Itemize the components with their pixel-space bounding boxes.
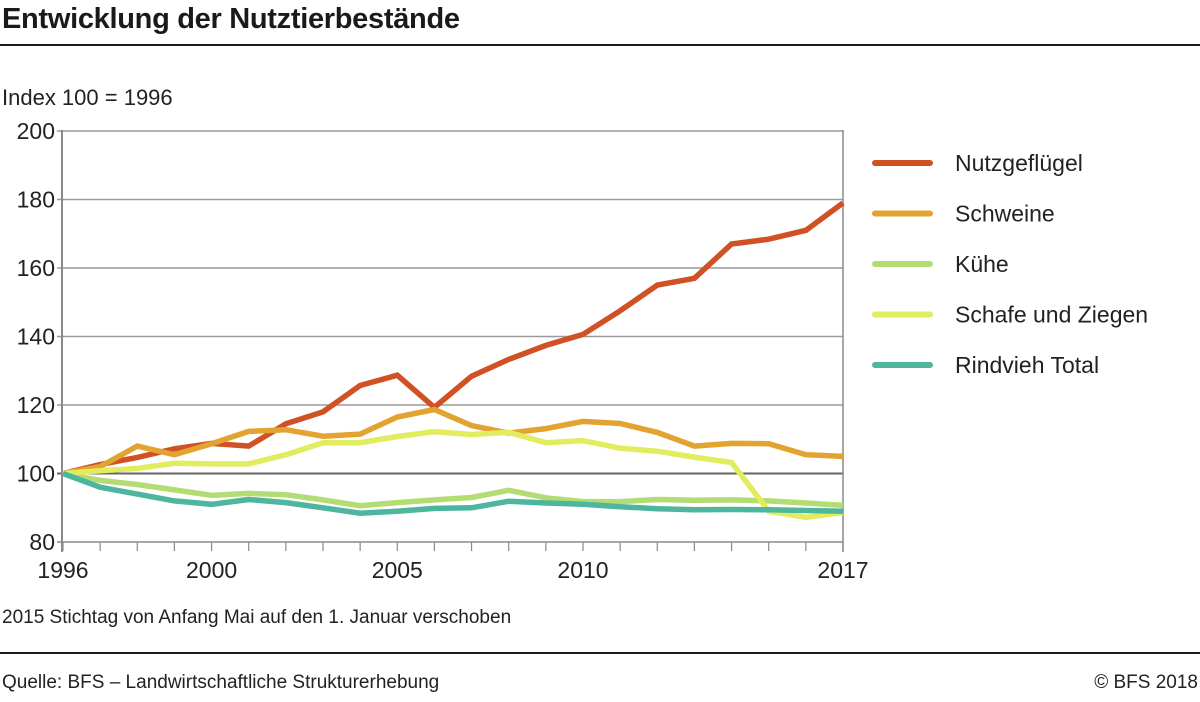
chart-title: Entwicklung der Nutztierbestände	[2, 3, 460, 35]
series-lines	[62, 200, 845, 521]
legend-label: Nutzgeflügel	[955, 150, 1083, 176]
legend-item: Nutzgeflügel	[872, 150, 1083, 176]
y-tick-label: 160	[17, 255, 55, 281]
y-axis-ticks: 80 100 120 140 160 180 200	[17, 118, 55, 555]
legend-item: Kühe	[872, 251, 1009, 277]
legend-item: Schafe und Ziegen	[872, 302, 1148, 328]
x-axis-ticks: 1996 2000 2005 2010 2017	[37, 542, 869, 583]
legend-label: Schweine	[955, 201, 1055, 227]
legend-item: Rindvieh Total	[872, 352, 1099, 378]
y-tick-label: 80	[29, 529, 55, 555]
y-tick-label: 100	[17, 461, 55, 487]
legend-label: Schafe und Ziegen	[955, 302, 1148, 328]
legend-item: Schweine	[872, 201, 1055, 227]
chart-footnote: 2015 Stichtag von Anfang Mai auf den 1. …	[2, 607, 512, 628]
grid-lines	[57, 130, 843, 475]
axes	[57, 130, 844, 552]
title-divider	[0, 44, 1200, 46]
x-tick-label: 2000	[186, 557, 237, 583]
x-tick-label: 2005	[372, 557, 423, 583]
y-tick-label: 180	[17, 187, 55, 213]
series-line-schafe-und-ziegen	[62, 428, 844, 521]
series-line-schweine	[62, 406, 844, 477]
source-label: Quelle: BFS – Landwirtschaftliche Strukt…	[2, 672, 440, 693]
y-tick-label: 200	[17, 118, 55, 144]
series-line-kühe	[62, 470, 844, 509]
y-tick-label: 120	[17, 392, 55, 418]
y-tick-label: 140	[17, 324, 55, 350]
legend: Nutzgeflügel Schweine Kühe Schafe und Ziege…	[872, 150, 1148, 378]
x-tick-label: 1996	[37, 557, 88, 583]
footer-divider	[0, 652, 1200, 654]
x-tick-label: 2017	[817, 557, 868, 583]
x-tick-label: 2010	[557, 557, 608, 583]
legend-label: Kühe	[955, 251, 1009, 277]
series-line-rindvieh-total	[62, 470, 844, 516]
series-line-nutzgeflügel	[62, 200, 845, 477]
copyright-label: © BFS 2018	[1094, 672, 1198, 693]
y-axis-unit-label: Index 100 = 1996	[2, 85, 173, 110]
legend-label: Rindvieh Total	[955, 352, 1099, 378]
